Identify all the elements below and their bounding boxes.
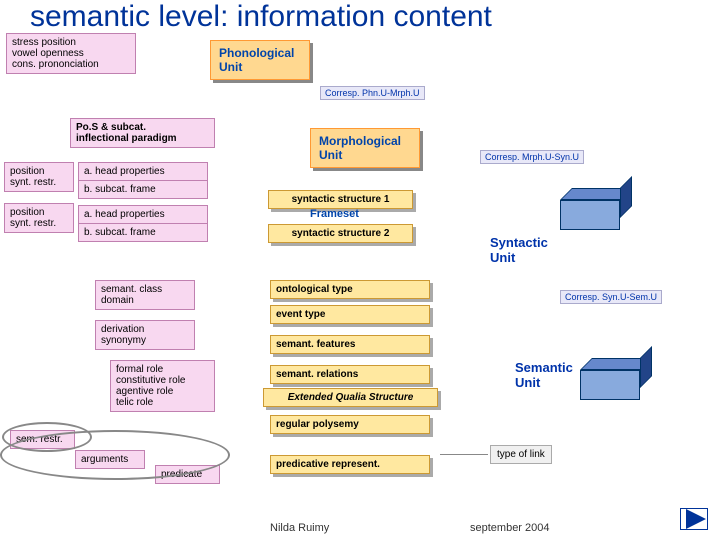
predicative-represent-box: predicative represent.: [270, 455, 430, 474]
head-props-1b: b. subcat. frame: [78, 180, 208, 199]
polysemy-box: regular polysemy: [270, 415, 430, 434]
phonological-unit: Phonological Unit: [210, 40, 310, 80]
pos-restr-2: position synt. restr.: [4, 203, 74, 233]
frameset-label: Frameset: [310, 208, 359, 220]
play-icon: [686, 509, 706, 529]
semant-features-box: semant. features: [270, 335, 430, 354]
head-props-2b: b. subcat. frame: [78, 223, 208, 242]
semant-class-box: semant. class domain: [95, 280, 195, 310]
corresp-syn-sem: Corresp. Syn.U-Sem.U: [560, 290, 662, 304]
syntactic-structure-1: syntactic structure 1: [268, 190, 413, 209]
pos-subcat-box: Po.S & subcat. inflectional paradigm: [70, 118, 215, 148]
ontological-type-box: ontological type: [270, 280, 430, 299]
footer-date: september 2004: [470, 522, 550, 534]
page-title: semantic level: information content: [30, 0, 492, 34]
syntactic-structure-2: syntactic structure 2: [268, 224, 413, 243]
head-props-2a: a. head properties: [78, 205, 208, 224]
morphological-unit: Morphological Unit: [310, 128, 420, 168]
corresp-mrph-syn: Corresp. Mrph.U-Syn.U: [480, 150, 584, 164]
pos-restr-1: position synt. restr.: [4, 162, 74, 192]
corresp-phn-mrph: Corresp. Phn.U-Mrph.U: [320, 86, 425, 100]
link-arrow: [440, 454, 488, 455]
derivation-box: derivation synonymy: [95, 320, 195, 350]
footer-author: Nilda Ruimy: [270, 522, 329, 534]
stress-box: stress position vowel openness cons. pro…: [6, 33, 136, 74]
event-type-box: event type: [270, 305, 430, 324]
head-props-1a: a. head properties: [78, 162, 208, 181]
roles-box: formal role constitutive role agentive r…: [110, 360, 215, 412]
type-of-link: type of link: [490, 445, 552, 464]
oval-arguments: [0, 430, 230, 480]
semant-relations-box: semant. relations: [270, 365, 430, 384]
qualia-box: Extended Qualia Structure: [263, 388, 438, 407]
